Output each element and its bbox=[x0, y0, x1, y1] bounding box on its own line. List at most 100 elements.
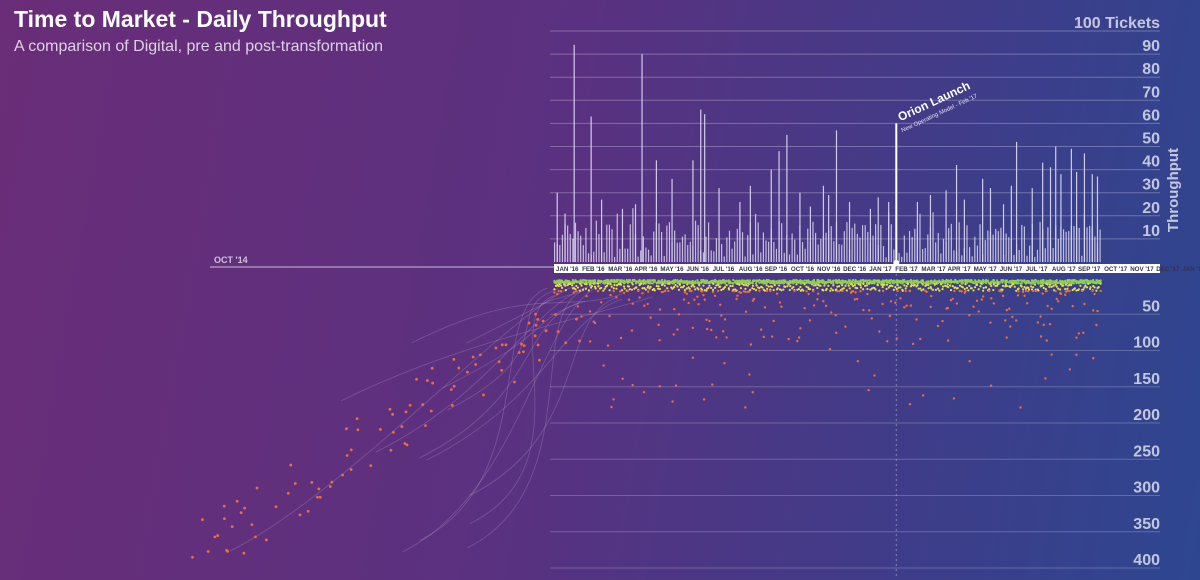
ttm-dot-yellow bbox=[1066, 287, 1069, 290]
ttm-dot-outlier bbox=[612, 398, 615, 401]
history-trail bbox=[447, 288, 559, 411]
throughput-bar bbox=[731, 248, 733, 262]
ttm-dot-green bbox=[1039, 281, 1043, 284]
upper-top-label: 100 Tickets bbox=[1074, 15, 1160, 32]
ttm-dot-green bbox=[679, 279, 683, 282]
ttm-dot-orange bbox=[1036, 321, 1040, 324]
ttm-dot-orange bbox=[878, 330, 881, 333]
ttm-dot-yellow bbox=[885, 283, 889, 286]
ttm-dot-yellow bbox=[856, 287, 859, 290]
ttm-dot-yellow bbox=[751, 284, 755, 287]
ttm-dot-yellow bbox=[1059, 288, 1062, 291]
ttm-dot-orange bbox=[793, 289, 796, 293]
ttm-dot-outlier bbox=[345, 454, 349, 457]
ttm-dot-orange bbox=[977, 310, 980, 313]
ttm-dot-outlier bbox=[355, 417, 359, 421]
ttm-dot-green bbox=[996, 280, 999, 284]
ttm-dot-orange bbox=[687, 301, 690, 305]
ttm-dot-yellow bbox=[608, 289, 611, 292]
ttm-dot-orange bbox=[998, 289, 1001, 293]
month-tick-label: AUG '17 bbox=[1052, 266, 1076, 273]
throughput-bar bbox=[1005, 233, 1007, 262]
throughput-bar bbox=[1089, 225, 1091, 262]
ttm-dot-yellow bbox=[1046, 283, 1049, 286]
ttm-dot-outlier bbox=[711, 383, 714, 386]
ttm-dot-green bbox=[703, 279, 706, 282]
ttm-dot-yellow bbox=[647, 285, 650, 288]
throughput-bar bbox=[632, 208, 634, 262]
ttm-dot-yellow bbox=[1021, 288, 1025, 291]
month-tick-label: MAR '17 bbox=[921, 266, 946, 273]
throughput-peak-bar bbox=[786, 134, 788, 262]
ttm-dot-green bbox=[664, 280, 667, 283]
ttm-dot-yellow bbox=[851, 285, 855, 288]
ttm-dot-orange bbox=[719, 303, 722, 307]
throughput-peak-bar bbox=[590, 116, 592, 262]
ttm-dot-outlier bbox=[497, 360, 501, 364]
ttm-dot-green bbox=[767, 279, 770, 282]
ttm-dot-yellow bbox=[557, 285, 560, 288]
ttm-dot-orange bbox=[855, 297, 859, 301]
ttm-dot-green bbox=[613, 281, 616, 284]
ttm-dot-green bbox=[751, 281, 755, 285]
ttm-dot-outlier bbox=[856, 359, 860, 363]
ttm-dot-outlier bbox=[691, 356, 695, 359]
ttm-dot-orange bbox=[713, 294, 717, 298]
ttm-dot-green bbox=[748, 279, 752, 282]
ttm-dot-yellow bbox=[619, 283, 623, 286]
ttm-dot-outlier bbox=[533, 334, 537, 338]
throughput-bar bbox=[624, 248, 626, 262]
ttm-dot-yellow bbox=[933, 283, 936, 286]
ttm-dot-yellow bbox=[916, 283, 919, 287]
throughput-bar bbox=[762, 232, 764, 262]
ttm-dot-yellow bbox=[1015, 289, 1018, 292]
ttm-dot-yellow bbox=[694, 288, 697, 291]
ttm-dot-green bbox=[837, 281, 841, 284]
throughput-bar bbox=[603, 252, 605, 262]
throughput-bar bbox=[890, 224, 892, 262]
ttm-dot-green bbox=[1015, 279, 1018, 282]
ttm-dot-orange bbox=[630, 329, 634, 332]
month-tick-label: JUL '17 bbox=[1026, 266, 1048, 273]
ttm-dot-orange bbox=[870, 317, 873, 320]
ttm-dot-green bbox=[694, 280, 697, 283]
ttm-dot-yellow bbox=[727, 288, 731, 291]
throughput-bar bbox=[783, 252, 785, 262]
throughput-bar bbox=[919, 213, 921, 262]
month-tick-label: MAY '17 bbox=[974, 266, 998, 273]
throughput-bar bbox=[647, 249, 650, 262]
ttm-dot-green bbox=[778, 279, 781, 282]
ttm-dot-outlier bbox=[452, 357, 456, 361]
ttm-dot-green bbox=[853, 282, 856, 285]
throughput-bar bbox=[1039, 221, 1041, 262]
history-trail bbox=[469, 296, 618, 496]
ttm-dot-outlier bbox=[452, 384, 456, 388]
ttm-dot-yellow bbox=[1001, 284, 1005, 287]
ttm-dot-green bbox=[691, 279, 694, 283]
ttm-dot-green bbox=[575, 280, 578, 283]
ttm-dot-yellow bbox=[992, 283, 995, 286]
ttm-dot-yellow bbox=[827, 284, 830, 287]
ttm-dot-yellow bbox=[564, 289, 567, 292]
throughput-bar bbox=[851, 227, 853, 262]
ttm-dot-yellow bbox=[746, 284, 749, 287]
ttm-dot-yellow bbox=[605, 284, 609, 287]
ttm-dot-yellow bbox=[1064, 287, 1067, 291]
ttm-dot-green bbox=[708, 281, 711, 284]
ttm-dot-green bbox=[644, 282, 647, 285]
ttm-dot-orange bbox=[803, 307, 806, 310]
ttm-dot-green bbox=[600, 280, 603, 283]
ttm-dot-yellow bbox=[862, 288, 865, 291]
ttm-dot-orange bbox=[899, 297, 902, 300]
throughput-bar bbox=[1013, 254, 1015, 262]
throughput-bar bbox=[754, 213, 757, 262]
ttm-dot-yellow bbox=[1052, 284, 1055, 287]
ttm-dot-orange bbox=[759, 328, 763, 331]
ttm-dot-yellow bbox=[1013, 285, 1016, 288]
ttm-dot-yellow bbox=[597, 285, 600, 288]
ttm-dot-orange bbox=[649, 316, 652, 319]
ttm-dot-yellow bbox=[623, 287, 626, 290]
throughput-bar bbox=[572, 238, 574, 262]
throughput-bar bbox=[606, 224, 608, 262]
throughput-bar bbox=[608, 224, 611, 262]
